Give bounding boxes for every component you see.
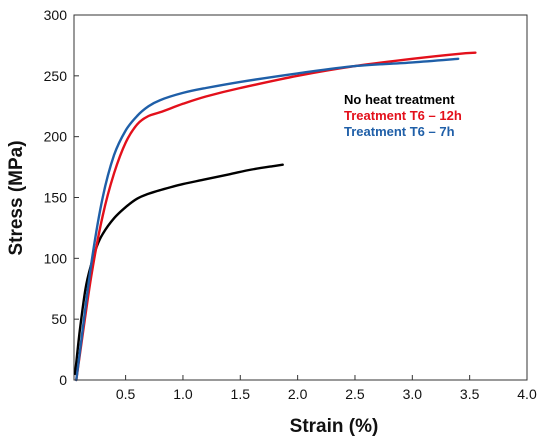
x-tick-label: 3.5	[460, 386, 480, 402]
x-tick-label: 2.0	[288, 386, 308, 402]
y-tick-label: 200	[44, 129, 68, 145]
x-tick-label: 4.0	[517, 386, 537, 402]
y-tick-label: 300	[44, 7, 68, 23]
y-axis-title: Stress (MPa)	[6, 140, 27, 255]
legend-item-t6-12h: Treatment T6 – 12h	[344, 108, 462, 123]
y-tick-label: 0	[59, 372, 67, 388]
series-t6-7h	[75, 57, 460, 382]
x-axis-title: Strain (%)	[290, 416, 379, 437]
x-tick-label: 0.5	[116, 386, 136, 402]
x-tick-label: 2.5	[345, 386, 365, 402]
legend-item-no-heat-treatment: No heat treatment	[344, 92, 455, 107]
y-tick-label: 50	[51, 311, 67, 327]
x-tick-label: 1.5	[231, 386, 251, 402]
legend-item-t6-7h: Treatment T6 – 7h	[344, 124, 455, 139]
x-tick-label: 3.0	[403, 386, 423, 402]
series-layer	[73, 51, 477, 382]
x-tick-label: 1.0	[173, 386, 193, 402]
y-tick-label: 150	[44, 190, 68, 206]
y-tick-label: 100	[44, 250, 68, 266]
y-tick-label: 250	[44, 68, 68, 84]
axis-ticks: 0.5 1.0 1.5 2.0 2.5 3.0 3.5 4.0 0 50 100 150 200 250 3…	[44, 7, 537, 402]
